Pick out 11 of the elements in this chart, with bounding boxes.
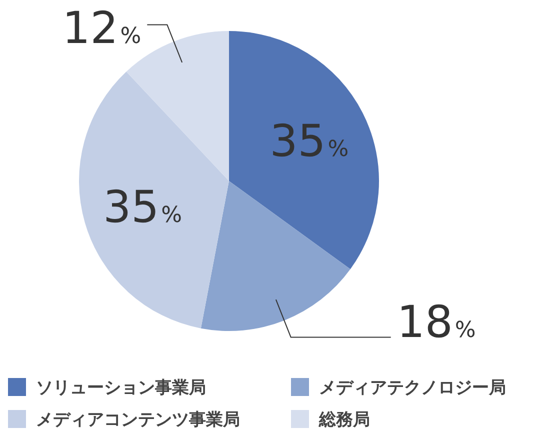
legend-label: ソリューション事業局 [36, 378, 206, 398]
data-label: 35% [103, 182, 182, 234]
legend-label: メディアコンテンツ事業局 [36, 410, 240, 430]
data-label: 18% [396, 297, 476, 348]
pie-slice [229, 31, 379, 270]
data-label: 12% [62, 2, 142, 54]
legend-label: メディアテクノロジー局 [319, 378, 506, 398]
data-label: 35% [270, 116, 349, 168]
pie-slice [79, 72, 229, 328]
legend-label: 総務局 [318, 410, 370, 430]
pie-slice [200, 181, 350, 331]
